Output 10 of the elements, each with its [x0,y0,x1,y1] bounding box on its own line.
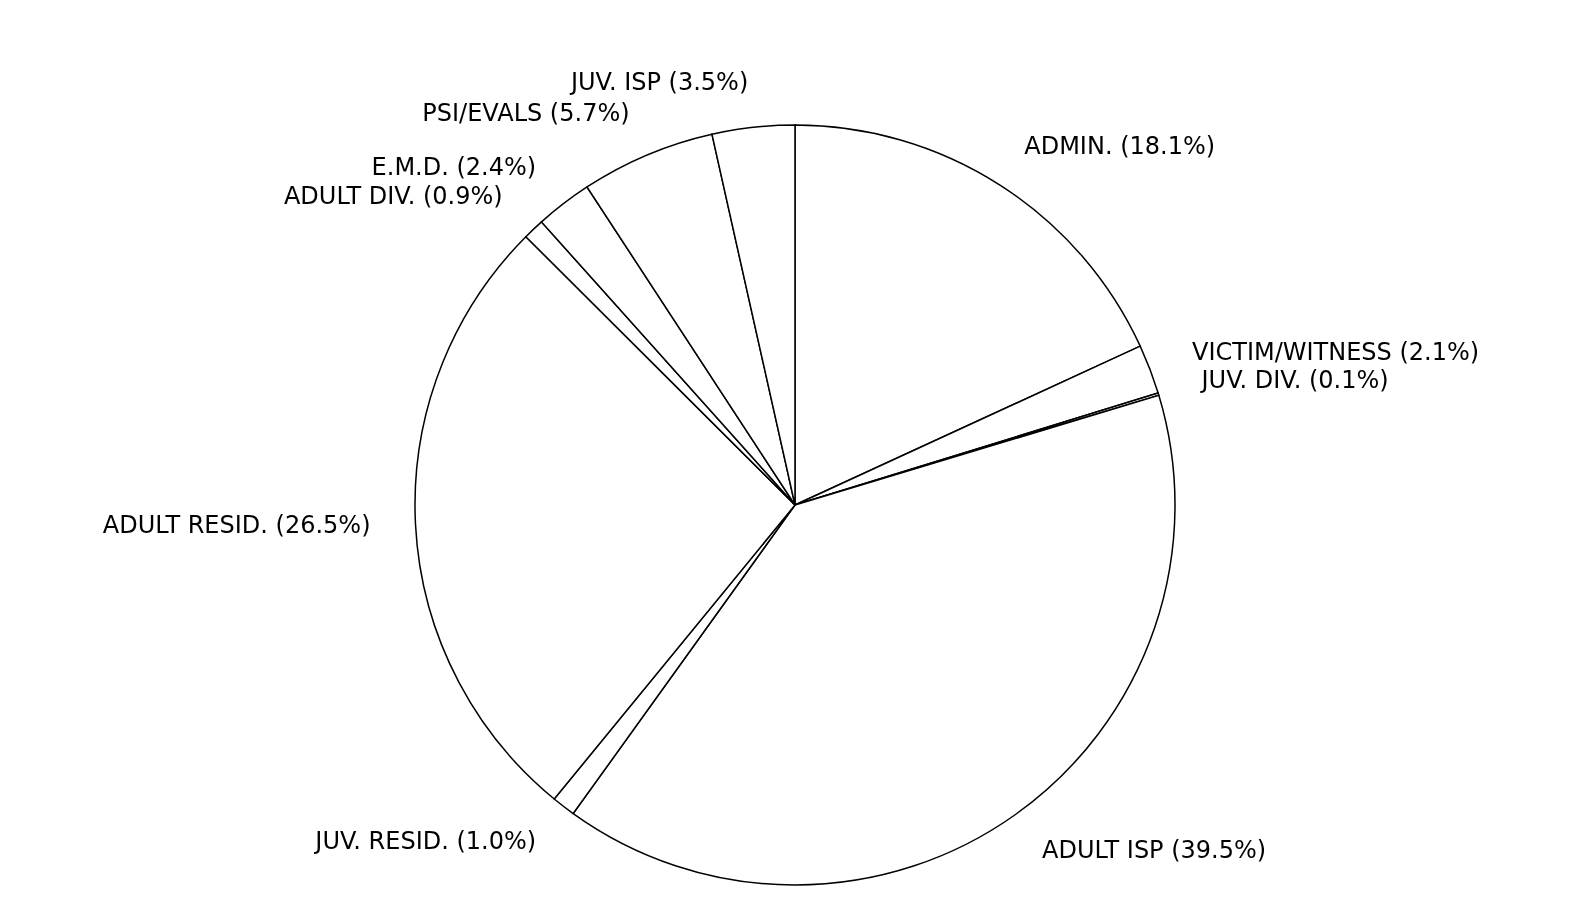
slice-label: ADULT DIV. (0.9%) [283,181,503,210]
slice-label: JUV. DIV. (0.1%) [1199,366,1389,395]
slice-label: PSI/EVALS (5.7%) [422,98,630,127]
slice-label: JUV. RESID. (1.0%) [313,827,537,856]
slice-label: ADULT ISP (39.5%) [1041,835,1267,864]
slice-label: JUV. ISP (3.5%) [568,67,749,96]
slice-label: ADMIN. (18.1%) [1024,132,1216,161]
slice-label: VICTIM/WITNESS (2.1%) [1191,338,1480,367]
slice-label: ADULT RESID. (26.5%) [102,511,371,540]
slice-label: E.M.D. (2.4%) [371,152,537,181]
